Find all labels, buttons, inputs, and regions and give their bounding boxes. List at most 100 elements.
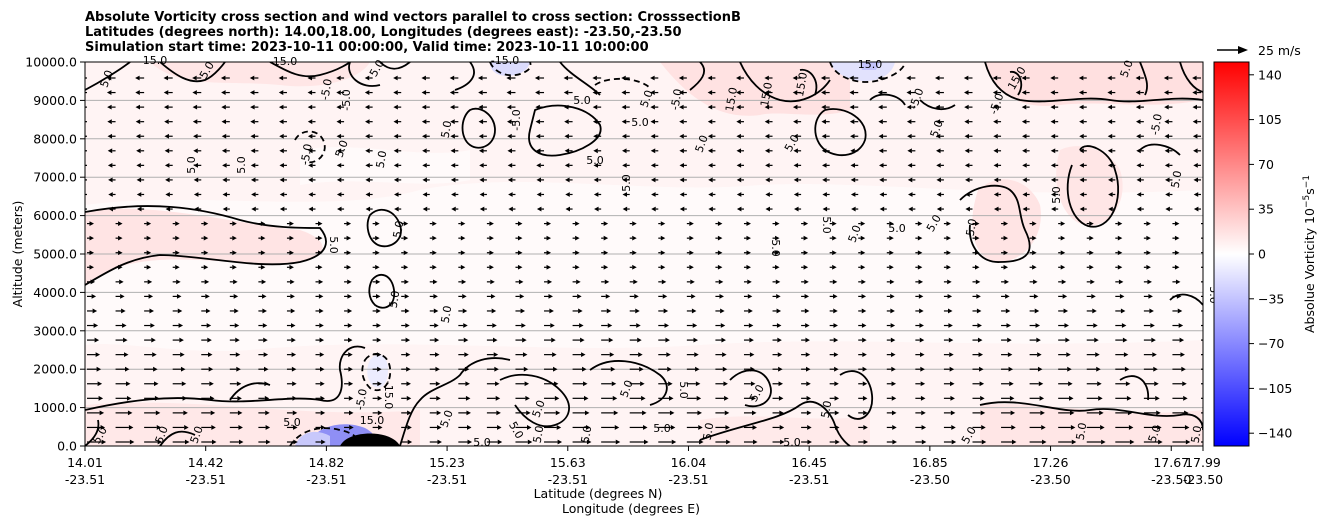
wind-vector-head: [1009, 395, 1015, 401]
wind-vector-head: [234, 308, 239, 314]
wind-vector-head: [878, 133, 884, 139]
wind-vector-head: [118, 235, 123, 241]
wind-vector-head: [260, 250, 266, 256]
wind-vector-head: [803, 250, 809, 256]
wind-vector-head: [833, 294, 838, 299]
wind-vector-head: [724, 410, 730, 416]
wind-vector-head: [1164, 90, 1169, 95]
wind-vector-head: [376, 308, 381, 314]
wind-vector-head: [1121, 323, 1127, 328]
wind-vector-head: [564, 133, 569, 139]
wind-vector-head: [163, 104, 169, 110]
wind-vector-head: [947, 279, 952, 285]
wind-vector-head: [89, 235, 94, 241]
wind-vector-head: [307, 133, 313, 139]
y-tick-label: 3000.0: [33, 323, 77, 338]
wind-vector-head: [1021, 119, 1027, 125]
wind-vector-head: [96, 366, 102, 372]
wind-vector-head: [346, 250, 352, 256]
wind-vector-head: [506, 75, 511, 81]
wind-vector-head: [404, 279, 409, 285]
wind-vector-head: [175, 235, 180, 241]
wind-vector-head: [663, 308, 669, 314]
wind-vector-head: [879, 192, 884, 197]
wind-vector-head: [489, 235, 494, 241]
wind-vector-head: [1003, 264, 1009, 270]
wind-vector-head: [736, 119, 741, 125]
wind-vector-head: [232, 264, 237, 270]
wind-vector-head: [1136, 192, 1142, 197]
wind-vector-head: [1079, 177, 1085, 183]
wind-vector-head: [232, 250, 237, 256]
contour-label: 5.0: [677, 381, 690, 399]
wind-vector-head: [1107, 148, 1113, 154]
contour-label: 5.0: [439, 120, 455, 139]
wind-vector-head: [849, 119, 855, 125]
wind-vector-head: [290, 308, 296, 314]
wind-vector-head: [632, 250, 637, 256]
wind-vector-head: [1181, 366, 1186, 372]
wind-vector-head: [793, 133, 798, 139]
wind-vector-head: [669, 395, 674, 401]
wind-vector-head: [1157, 425, 1162, 430]
wind-vector-head: [747, 279, 752, 285]
contour-label: 15.0: [360, 414, 385, 427]
chart-title-line-1: Absolute Vorticity cross section and win…: [85, 10, 741, 25]
wind-vector-head: [821, 104, 826, 110]
wind-vector-head: [403, 250, 409, 256]
wind-vector-head: [184, 425, 189, 430]
wind-vector-head: [584, 410, 590, 416]
wind-vector-head: [919, 323, 924, 328]
wind-vector-head: [551, 337, 556, 343]
wind-vector-head: [466, 410, 471, 416]
wind-vector-head: [764, 133, 770, 139]
contour-label: -5.0: [318, 78, 335, 101]
wind-vector-head: [279, 133, 284, 139]
wind-vector-head: [689, 250, 694, 256]
wind-vector-head: [307, 90, 313, 95]
wind-vector-head: [377, 410, 383, 416]
wind-vector-head: [1207, 323, 1212, 328]
wind-vector-head: [1032, 264, 1037, 270]
wind-vector-head: [129, 439, 135, 445]
wind-vector-head: [749, 352, 755, 358]
contour-label: 5.0: [573, 94, 591, 107]
wind-vector-head: [632, 221, 637, 226]
wind-vector-head: [1146, 221, 1151, 226]
wind-vector-head: [407, 425, 412, 430]
wind-vector-head: [549, 308, 554, 314]
wind-vector-head: [1107, 119, 1113, 125]
wind-vector-head: [235, 337, 240, 343]
contour-label: 5.0: [701, 422, 717, 441]
wind-vector-head: [127, 410, 133, 416]
wind-vector-head: [450, 133, 455, 139]
contour-label: 15.0: [858, 58, 883, 71]
wind-vector-head: [693, 337, 698, 343]
wind-vector-head: [205, 308, 211, 314]
wind-vector-head: [1107, 162, 1113, 168]
wind-vector-head: [536, 162, 541, 168]
wind-vector-head: [79, 90, 84, 95]
wind-vector-head: [106, 75, 112, 81]
wind-vector-head: [506, 90, 512, 95]
wind-vector-head: [164, 162, 170, 168]
wind-vector-head: [364, 104, 370, 110]
wind-vector-head: [749, 337, 754, 343]
wind-vector-head: [517, 235, 523, 241]
wind-vector-head: [921, 410, 926, 416]
wind-vector-head: [320, 381, 325, 387]
wind-vector-head: [164, 148, 170, 154]
y-tick-label: 8000.0: [33, 131, 77, 146]
wind-vector-head: [394, 206, 399, 212]
wind-vector-head: [1179, 337, 1185, 343]
wind-vector-head: [993, 148, 998, 154]
wind-vector-head: [406, 366, 411, 372]
wind-vector-head: [155, 410, 161, 416]
wind-vector-head: [375, 250, 380, 256]
wind-vector-head: [632, 264, 637, 270]
wind-vector-head: [607, 323, 613, 328]
wind-vector-head: [393, 177, 399, 183]
wind-vector-head: [717, 235, 723, 241]
wind-vector-head: [1164, 162, 1170, 168]
wind-vector-head: [689, 235, 694, 241]
